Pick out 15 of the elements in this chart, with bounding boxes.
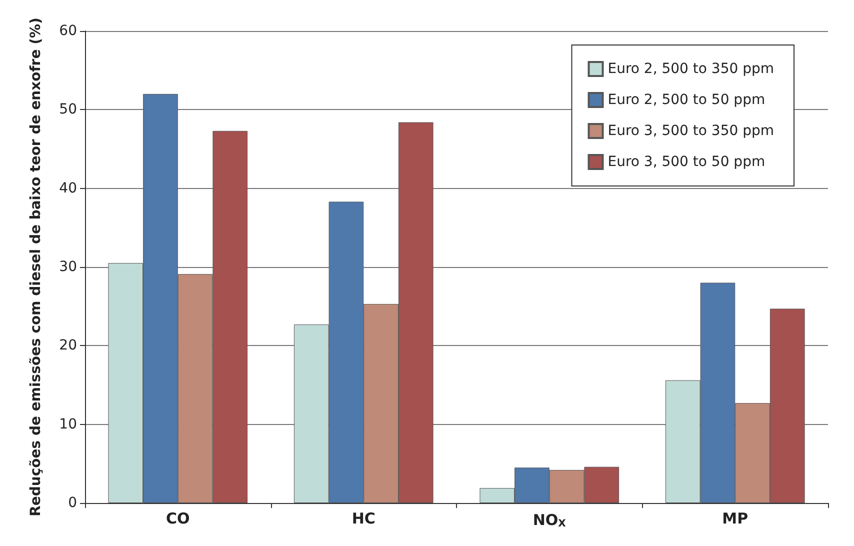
- y-tick-label: 0: [68, 495, 77, 511]
- legend-label: Euro 2, 500 to 350 ppm: [608, 61, 774, 77]
- legend-label: Euro 3, 500 to 50 ppm: [608, 154, 766, 170]
- x-tick-label: MP: [722, 510, 748, 528]
- y-tick-label: 60: [59, 23, 77, 39]
- x-tick-label: HC: [352, 510, 376, 528]
- y-tick-label: 40: [59, 180, 77, 196]
- y-axis-title: Reduções de emissões com diesel de baixo teor de enxofre (%): [28, 18, 44, 516]
- y-tick-label: 30: [59, 259, 77, 275]
- x-tick-label: CO: [166, 510, 190, 528]
- legend-label: Euro 3, 500 to 350 ppm: [608, 123, 774, 139]
- y-tick-label: 10: [59, 416, 77, 432]
- legend-label: Euro 2, 500 to 50 ppm: [608, 92, 766, 108]
- y-tick-label: 20: [59, 338, 77, 354]
- y-tick-label: 50: [59, 102, 77, 118]
